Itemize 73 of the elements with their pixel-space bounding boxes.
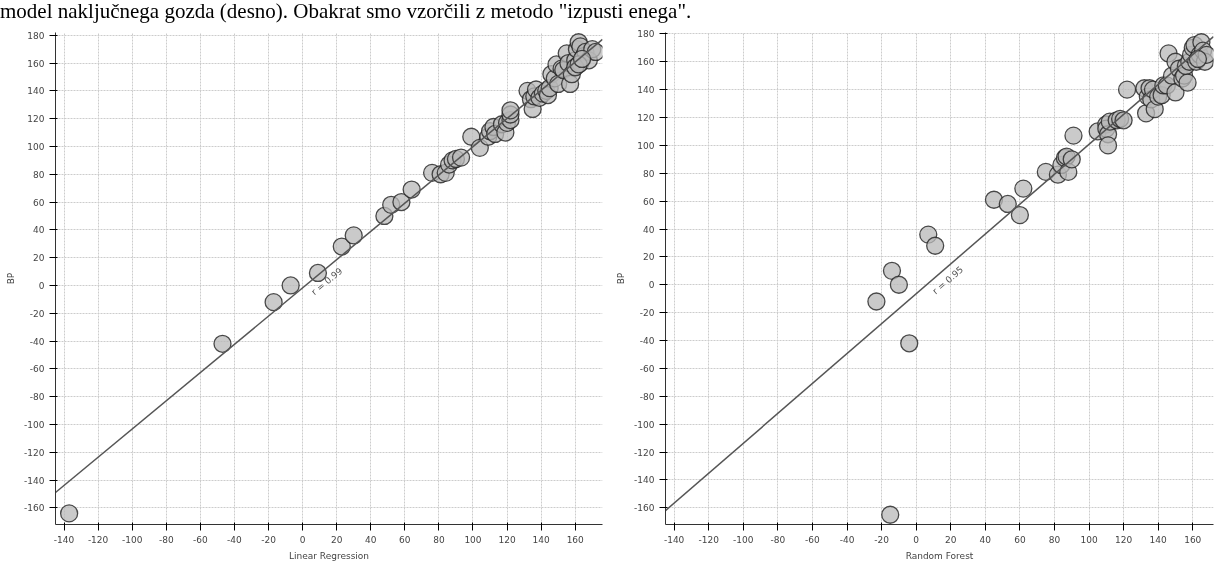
y-tick-label: -80 [29, 392, 45, 403]
y-tick-label: 60 [643, 196, 655, 207]
x-tick-label: 140 [532, 534, 551, 545]
x-tick-label: 120 [498, 534, 516, 545]
y-tick-label: 0 [648, 280, 655, 291]
y-tick-label: 100 [27, 141, 45, 152]
x-tick-label: 0 [299, 534, 306, 545]
x-tick-label: 20 [330, 534, 343, 545]
y-tick-label: -20 [639, 308, 655, 319]
y-tick-label: 40 [643, 224, 655, 235]
x-tick-label: 120 [1115, 534, 1133, 545]
y-tick-label: -40 [639, 336, 655, 347]
x-tick-label: 80 [1048, 534, 1061, 545]
x-tick-label: -40 [839, 534, 855, 545]
y-tick-label: -60 [29, 364, 45, 375]
x-tick-label: 160 [566, 534, 585, 545]
y-tick-label: -80 [639, 391, 655, 402]
x-tick-label: -140 [663, 534, 685, 545]
x-tick-label: -60 [805, 534, 821, 545]
x-tick-label: 0 [913, 534, 920, 545]
x-axis-title: Random Forest [905, 550, 974, 561]
y-tick-label: 120 [27, 114, 45, 125]
y-tick-label: 80 [643, 168, 655, 179]
y-tick-label: 180 [637, 29, 655, 40]
y-tick-label: 80 [33, 169, 45, 180]
x-tick-label: 40 [365, 534, 377, 545]
x-tick-label: -100 [121, 534, 143, 545]
y-tick-label: 20 [33, 253, 45, 264]
y-tick-label: -120 [24, 447, 45, 458]
y-tick-label: -140 [634, 475, 655, 486]
x-tick-label: -140 [53, 534, 75, 545]
y-tick-label: 60 [33, 197, 45, 208]
y-tick-label: 40 [33, 225, 45, 236]
x-tick-label: -20 [261, 534, 277, 545]
x-tick-label: 60 [1014, 534, 1026, 545]
y-tick-label: -100 [634, 419, 655, 430]
y-axis-title: BP [6, 272, 17, 285]
y-tick-label: 140 [637, 85, 655, 96]
y-tick-label: -160 [24, 503, 45, 514]
x-tick-label: 160 [1184, 534, 1202, 545]
y-tick-label: -100 [24, 419, 45, 430]
x-tick-label: -60 [192, 534, 208, 545]
x-tick-label: 80 [433, 534, 445, 545]
y-tick-label: 0 [38, 280, 45, 291]
x-tick-label: -120 [87, 534, 109, 545]
x-tick-label: -20 [874, 534, 890, 545]
x-axis-title: Linear Regression [288, 550, 370, 561]
x-tick-label: -40 [227, 534, 243, 545]
y-tick-label: -40 [29, 336, 45, 347]
y-axis-title: BP [616, 272, 627, 285]
x-tick-label: 20 [945, 534, 957, 545]
y-tick-label: 140 [27, 86, 45, 97]
y-tick-label: 160 [637, 57, 655, 68]
y-tick-label: 100 [637, 140, 655, 151]
x-tick-label: 100 [1080, 534, 1098, 545]
x-tick-label: -80 [158, 534, 174, 545]
x-tick-label: 60 [399, 534, 411, 545]
y-tick-label: 180 [27, 30, 45, 41]
x-tick-label: 140 [1149, 534, 1168, 545]
y-tick-label: 120 [637, 113, 655, 124]
text: model naključnega gozda (desno). Obakrat smo vzorčili z metodo "izpusti enega". [0, 0, 692, 23]
y-tick-label: -140 [24, 475, 45, 486]
y-tick-label: 20 [643, 252, 655, 263]
y-tick-label: 160 [27, 58, 45, 69]
x-tick-label: -80 [770, 534, 786, 545]
y-tick-label: -60 [639, 363, 655, 374]
y-tick-label: -120 [634, 447, 655, 458]
x-tick-label: -120 [698, 534, 720, 545]
y-tick-label: -160 [634, 503, 655, 514]
x-tick-label: 40 [979, 534, 992, 545]
y-tick-label: -20 [29, 308, 45, 319]
x-tick-label: 100 [464, 534, 482, 545]
x-tick-label: -100 [733, 534, 754, 545]
